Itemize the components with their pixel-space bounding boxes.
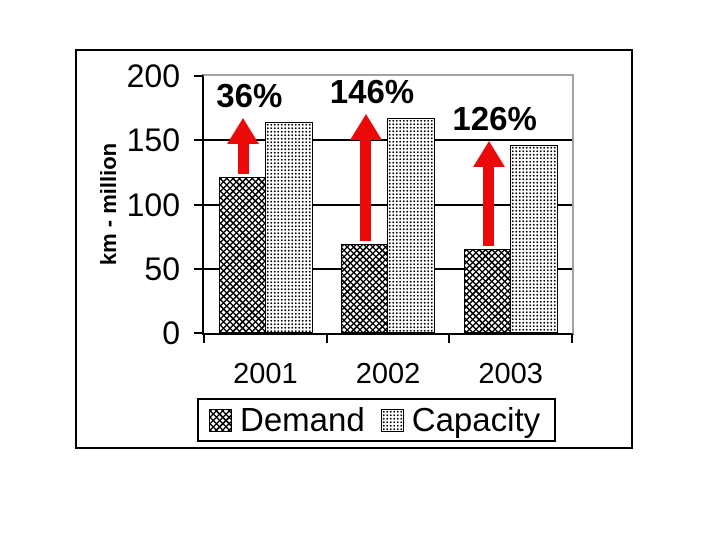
legend-swatch-capacity xyxy=(380,408,404,432)
y-tick-50 xyxy=(194,267,202,270)
y-tick-label-150: 150 xyxy=(126,122,180,159)
growth-arrow-shaft-2001 xyxy=(237,141,249,174)
growth-arrow-shaft-2003 xyxy=(483,164,495,246)
bar-demand-2003 xyxy=(464,249,513,334)
pct-annotation-2001: 36% xyxy=(216,76,283,114)
y-tick-0 xyxy=(194,332,202,334)
legend-swatch-demand xyxy=(209,408,232,432)
x-tick-0 xyxy=(203,335,205,343)
growth-arrow-head-2003 xyxy=(472,140,505,167)
x-tick-3 xyxy=(571,335,573,343)
y-tick-label-100: 100 xyxy=(126,186,180,223)
bar-capacity-2001 xyxy=(264,122,313,334)
y-tick-100 xyxy=(194,203,202,206)
y-tick-150 xyxy=(194,139,202,142)
bar-demand-2001 xyxy=(218,177,267,334)
pct-annotation-2002: 146% xyxy=(329,72,415,110)
growth-arrow-head-2001 xyxy=(227,117,260,144)
y-tick-label-50: 50 xyxy=(144,250,180,287)
plot-area: 36% 146% 126% xyxy=(202,72,574,335)
chart-frame: km - million 36% 146% 126% 0 50 100 150 200 200… xyxy=(75,49,633,449)
y-tick-200 xyxy=(194,75,202,77)
growth-arrow-shaft-2002 xyxy=(360,137,372,241)
y-tick-label-0: 0 xyxy=(162,315,180,351)
bar-capacity-2003 xyxy=(510,145,559,334)
legend-label-capacity: Capacity xyxy=(411,401,541,438)
legend-label-demand: Demand xyxy=(240,401,365,438)
x-tick-1 xyxy=(325,335,328,343)
bar-demand-2002 xyxy=(341,244,390,334)
growth-arrow-head-2002 xyxy=(349,113,382,140)
y-tick-label-200: 200 xyxy=(126,58,180,94)
x-tick-label-2002: 2002 xyxy=(355,358,421,390)
x-tick-label-2003: 2003 xyxy=(478,358,543,390)
bar-capacity-2002 xyxy=(387,118,436,334)
x-tick-label-2001: 2001 xyxy=(233,358,298,390)
legend: Demand Capacity xyxy=(197,398,556,442)
x-tick-2 xyxy=(448,335,451,343)
pct-annotation-2003: 126% xyxy=(452,99,537,137)
